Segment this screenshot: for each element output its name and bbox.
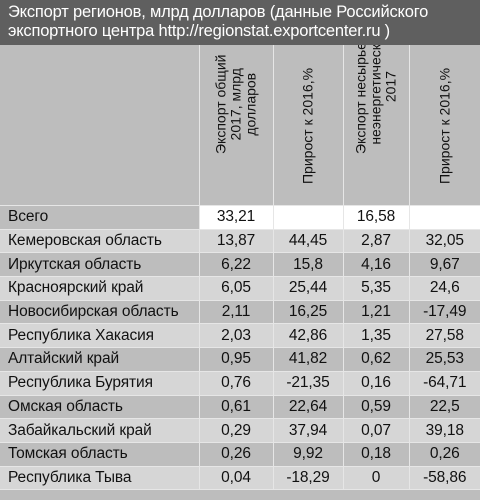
value-cell: 44,45 — [273, 229, 344, 254]
value-cell: 22,5 — [409, 395, 480, 420]
region-name-cell: Республика Тыва — [0, 466, 200, 491]
value-cell: 25,53 — [409, 347, 480, 372]
table-row: Красноярский край 6,05 25,44 5,35 24,6 — [0, 276, 480, 301]
column-header-export-total-label: Экспорт общий 2017, млрд долларов — [212, 54, 259, 154]
table-row: Забайкальский край 0,29 37,94 0,07 39,18 — [0, 418, 480, 443]
column-header-growth-nonresource: Прирост к 2016,% — [409, 45, 480, 206]
value-cell: 2,87 — [343, 229, 410, 254]
value-cell: -17,49 — [409, 300, 480, 325]
value-cell: 0 — [343, 466, 410, 491]
value-cell: 2,03 — [199, 323, 274, 349]
region-name-cell: Республика Хакасия — [0, 323, 200, 349]
value-cell: 0,76 — [199, 371, 274, 396]
value-cell: 0,04 — [199, 466, 274, 491]
value-cell: 0,16 — [343, 371, 410, 396]
value-cell: -21,35 — [273, 371, 344, 396]
table-title: Экспорт регионов, млрд долларов (данные … — [0, 0, 480, 45]
column-header-growth-total: Прирост к 2016,% — [273, 45, 344, 206]
region-name-cell: Новосибирская область — [0, 300, 200, 325]
region-name-cell: Томская область — [0, 442, 200, 467]
region-name-cell: Алтайский край — [0, 347, 200, 372]
title-line-1: Экспорт регионов, млрд долларов (данные … — [8, 3, 429, 21]
value-cell: 0,62 — [343, 347, 410, 372]
table-row: Республика Хакасия 2,03 42,86 1,35 27,58 — [0, 323, 480, 349]
value-cell: 5,35 — [343, 276, 410, 301]
region-name-cell: Иркутская область — [0, 252, 200, 278]
value-cell: -64,71 — [409, 371, 480, 396]
value-cell: 33,21 — [199, 205, 274, 230]
value-cell: 27,58 — [409, 323, 480, 349]
column-header-growth-total-label: Прирост к 2016,% — [299, 67, 316, 184]
regions-export-table: Экспорт общий 2017, млрд долларов Прирос… — [0, 45, 480, 491]
value-cell: 0,07 — [343, 418, 410, 443]
table-header-row: Экспорт общий 2017, млрд долларов Прирос… — [0, 45, 480, 206]
column-header-export-nonresource-label: Экспорт несырьевой неэнергетический 2017 — [352, 45, 399, 154]
table-row: Алтайский край 0,95 41,82 0,62 25,53 — [0, 347, 480, 372]
value-cell: 0,26 — [199, 442, 274, 467]
value-cell: 4,16 — [343, 252, 410, 278]
value-cell: 24,6 — [409, 276, 480, 301]
column-header-region — [0, 45, 200, 206]
value-cell: 9,92 — [273, 442, 344, 467]
table-row: Республика Бурятия 0,76 -21,35 0,16 -64,71 — [0, 371, 480, 396]
value-cell: 16,58 — [343, 205, 410, 230]
table-row: Омская область 0,61 22,64 0,59 22,5 — [0, 395, 480, 420]
value-cell — [409, 205, 480, 230]
table-row: Всего 33,21 16,58 — [0, 205, 480, 230]
region-name-cell: Омская область — [0, 395, 200, 420]
value-cell: -18,29 — [273, 466, 344, 491]
value-cell: 0,61 — [199, 395, 274, 420]
value-cell: 13,87 — [199, 229, 274, 254]
value-cell: 0,29 — [199, 418, 274, 443]
column-header-export-nonresource: Экспорт несырьевой неэнергетический 2017 — [343, 45, 410, 206]
value-cell — [273, 205, 344, 230]
table-row: Томская область 0,26 9,92 0,18 0,26 — [0, 442, 480, 467]
region-name-cell: Красноярский край — [0, 276, 200, 301]
value-cell: 39,18 — [409, 418, 480, 443]
title-line-2: экспортного центра http://regionstat.exp… — [8, 22, 390, 40]
region-name-cell: Кемеровская область — [0, 229, 200, 254]
column-header-export-total: Экспорт общий 2017, млрд долларов — [199, 45, 274, 206]
table-row: Республика Тыва 0,04 -18,29 0 -58,86 — [0, 466, 480, 491]
value-cell: 6,22 — [199, 252, 274, 278]
value-cell: 41,82 — [273, 347, 344, 372]
value-cell: 1,35 — [343, 323, 410, 349]
value-cell: 37,94 — [273, 418, 344, 443]
value-cell: 0,95 — [199, 347, 274, 372]
value-cell: 42,86 — [273, 323, 344, 349]
value-cell: 0,26 — [409, 442, 480, 467]
table-row: Иркутская область 6,22 15,8 4,16 9,67 — [0, 252, 480, 278]
value-cell: 25,44 — [273, 276, 344, 301]
value-cell: 0,18 — [343, 442, 410, 467]
region-name-cell: Всего — [0, 205, 200, 230]
table-row: Кемеровская область 13,87 44,45 2,87 32,05 — [0, 229, 480, 254]
value-cell: 15,8 — [273, 252, 344, 278]
region-name-cell: Республика Бурятия — [0, 371, 200, 396]
value-cell: 9,67 — [409, 252, 480, 278]
value-cell: 1,21 — [343, 300, 410, 325]
value-cell: 32,05 — [409, 229, 480, 254]
value-cell: 16,25 — [273, 300, 344, 325]
value-cell: 22,64 — [273, 395, 344, 420]
value-cell: 2,11 — [199, 300, 274, 325]
column-header-growth-nonresource-label: Прирост к 2016,% — [436, 67, 453, 184]
value-cell: 6,05 — [199, 276, 274, 301]
value-cell: 0,59 — [343, 395, 410, 420]
region-name-cell: Забайкальский край — [0, 418, 200, 443]
value-cell: -58,86 — [409, 466, 480, 491]
table-row: Новосибирская область 2,11 16,25 1,21 -17,49 — [0, 300, 480, 325]
